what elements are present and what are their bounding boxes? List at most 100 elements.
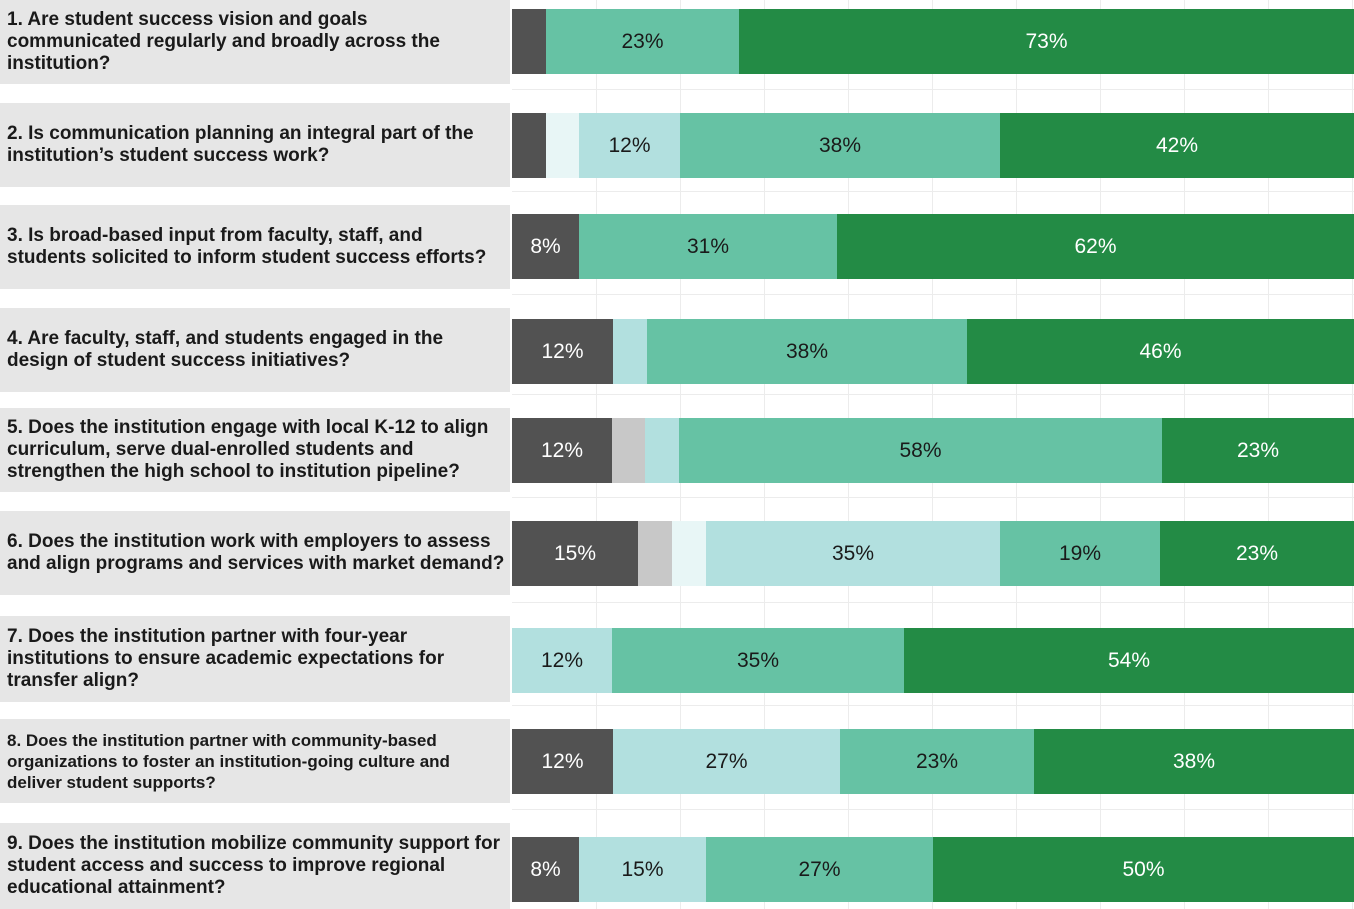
bar-segment: 62% xyxy=(837,214,1354,279)
row-separator xyxy=(512,394,1354,395)
category-label-box: 7. Does the institution partner with fou… xyxy=(0,616,510,702)
stacked-bar: 12% 38% 46% xyxy=(512,319,1354,384)
bar-segment xyxy=(638,521,672,586)
chart-row: 9. Does the institution mobilize communi… xyxy=(0,823,1354,909)
category-label-box: 1. Are student success vision and goals … xyxy=(0,0,510,84)
data-label: 12% xyxy=(540,438,584,462)
data-label: 23% xyxy=(1236,438,1280,462)
category-label: 6. Does the institution work with employ… xyxy=(7,531,505,574)
bar-segment: 12% xyxy=(579,113,680,178)
stacked-bar: 8% 15% 27% 50% xyxy=(512,837,1354,902)
chart-row: 1. Are student success vision and goals … xyxy=(0,0,1354,84)
row-separator xyxy=(512,602,1354,603)
bar-segment: 73% xyxy=(739,9,1354,74)
chart-row: 4. Are faculty, staff, and students enga… xyxy=(0,308,1354,392)
data-label: 23% xyxy=(621,29,664,53)
category-label: 9. Does the institution mobilize communi… xyxy=(7,833,500,898)
bar-segment xyxy=(613,319,647,384)
data-label: 42% xyxy=(1155,133,1199,157)
bar-segment: 58% xyxy=(679,418,1162,483)
stacked-bar: 8% 31% 62% xyxy=(512,214,1354,279)
category-label: 5. Does the institution engage with loca… xyxy=(7,417,489,482)
category-label-box: 3. Is broad-based input from faculty, st… xyxy=(0,205,510,289)
chart-row: 7. Does the institution partner with fou… xyxy=(0,616,1354,702)
data-label: 58% xyxy=(899,438,942,462)
bar-segment: 12% xyxy=(512,628,612,693)
row-separator xyxy=(512,809,1354,810)
category-label: 2. Is communication planning an integral… xyxy=(7,123,474,166)
bar-segment: 50% xyxy=(933,837,1354,902)
row-separator xyxy=(512,294,1354,295)
data-label: 12% xyxy=(541,749,584,773)
bar-segment: 19% xyxy=(1000,521,1160,586)
row-separator xyxy=(512,497,1354,498)
data-label: 54% xyxy=(1107,648,1151,672)
data-label: 23% xyxy=(915,749,959,773)
bar-segment xyxy=(546,113,579,178)
data-label: 38% xyxy=(818,133,862,157)
data-label: 12% xyxy=(608,133,651,157)
bar-segment: 35% xyxy=(706,521,1000,586)
category-label-box: 4. Are faculty, staff, and students enga… xyxy=(0,308,510,392)
data-label: 27% xyxy=(705,749,748,773)
bar-segment: 31% xyxy=(579,214,837,279)
bar-segment: 8% xyxy=(512,214,579,279)
bar-segment: 12% xyxy=(512,418,612,483)
data-label: 35% xyxy=(831,541,875,565)
bar-segment: 8% xyxy=(512,837,579,902)
bar-segment: 38% xyxy=(1034,729,1354,794)
data-label: 15% xyxy=(621,857,664,881)
data-label: 46% xyxy=(1139,339,1182,363)
chart-row: 3. Is broad-based input from faculty, st… xyxy=(0,205,1354,289)
data-label: 31% xyxy=(686,234,730,258)
bar-segment: 23% xyxy=(546,9,739,74)
data-label: 12% xyxy=(541,339,584,363)
stacked-bar: 12% 27% 23% 38% xyxy=(512,729,1354,794)
data-label: 19% xyxy=(1058,541,1102,565)
stacked-bar: 12% 58% 23% xyxy=(512,418,1354,483)
data-label: 50% xyxy=(1122,857,1165,881)
bar-segment: 23% xyxy=(1160,521,1354,586)
bar-segment xyxy=(612,418,645,483)
data-label: 62% xyxy=(1074,234,1117,258)
data-label: 8% xyxy=(530,234,561,258)
bar-segment xyxy=(512,9,546,74)
stacked-bar: 12% 38% 42% xyxy=(512,113,1354,178)
stacked-bar: 15% 35% 19% 23% xyxy=(512,521,1354,586)
stacked-bar: 23% 73% xyxy=(512,9,1354,74)
bar-segment: 23% xyxy=(1162,418,1354,483)
category-label-box: 5. Does the institution engage with loca… xyxy=(0,408,510,492)
chart-row: 5. Does the institution engage with loca… xyxy=(0,408,1354,492)
row-separator xyxy=(512,89,1354,90)
data-label: 15% xyxy=(553,541,597,565)
data-label: 38% xyxy=(785,339,829,363)
data-label: 12% xyxy=(540,648,584,672)
data-label: 8% xyxy=(530,857,561,881)
bar-segment: 12% xyxy=(512,319,613,384)
category-label-box: 9. Does the institution mobilize communi… xyxy=(0,823,510,909)
data-label: 35% xyxy=(736,648,780,672)
bar-segment: 35% xyxy=(612,628,904,693)
chart-row: 8. Does the institution partner with com… xyxy=(0,719,1354,803)
bar-segment: 15% xyxy=(579,837,706,902)
category-label-box: 6. Does the institution work with employ… xyxy=(0,511,510,595)
bar-segment: 38% xyxy=(647,319,967,384)
chart-row: 6. Does the institution work with employ… xyxy=(0,511,1354,595)
bar-segment xyxy=(645,418,679,483)
category-label: 4. Are faculty, staff, and students enga… xyxy=(7,328,444,371)
stacked-bar: 12% 35% 54% xyxy=(512,628,1354,693)
bar-segment: 12% xyxy=(512,729,613,794)
bar-segment: 15% xyxy=(512,521,638,586)
category-label-box: 8. Does the institution partner with com… xyxy=(0,719,510,803)
bar-segment: 27% xyxy=(706,837,933,902)
bar-segment: 46% xyxy=(967,319,1354,384)
category-label-box: 2. Is communication planning an integral… xyxy=(0,103,510,187)
chart-row: 2. Is communication planning an integral… xyxy=(0,103,1354,187)
bar-segment xyxy=(512,113,546,178)
bar-segment: 38% xyxy=(680,113,1000,178)
category-label: 3. Is broad-based input from faculty, st… xyxy=(7,225,487,268)
bar-segment xyxy=(672,521,706,586)
data-label: 38% xyxy=(1172,749,1216,773)
bar-segment: 23% xyxy=(840,729,1034,794)
